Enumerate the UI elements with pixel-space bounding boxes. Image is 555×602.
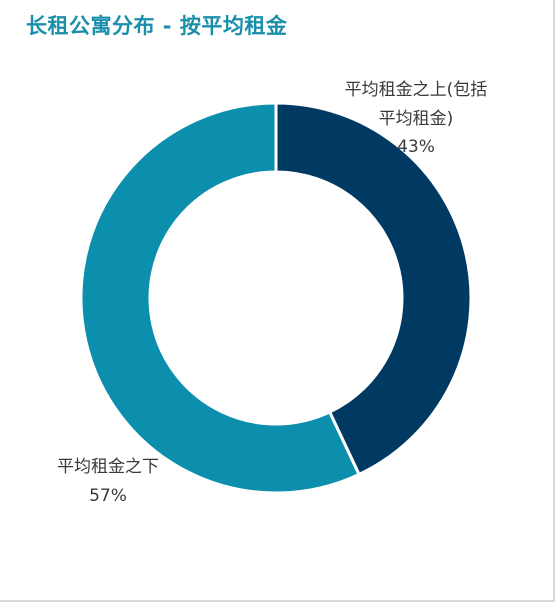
- value-label-below-average: 57%: [89, 486, 127, 506]
- donut-slice-below-average: [79, 101, 362, 495]
- value-label-above-average: 43%: [397, 137, 435, 157]
- label-above-average-line2: 平均租金): [379, 109, 454, 129]
- label-below-average: 平均租金之下: [57, 457, 159, 477]
- label-above-average-line1: 平均租金之上(包括: [345, 80, 488, 100]
- chart-title: 长租公寓分布 - 按平均租金: [26, 14, 288, 38]
- donut-slice-above-average: [274, 101, 473, 477]
